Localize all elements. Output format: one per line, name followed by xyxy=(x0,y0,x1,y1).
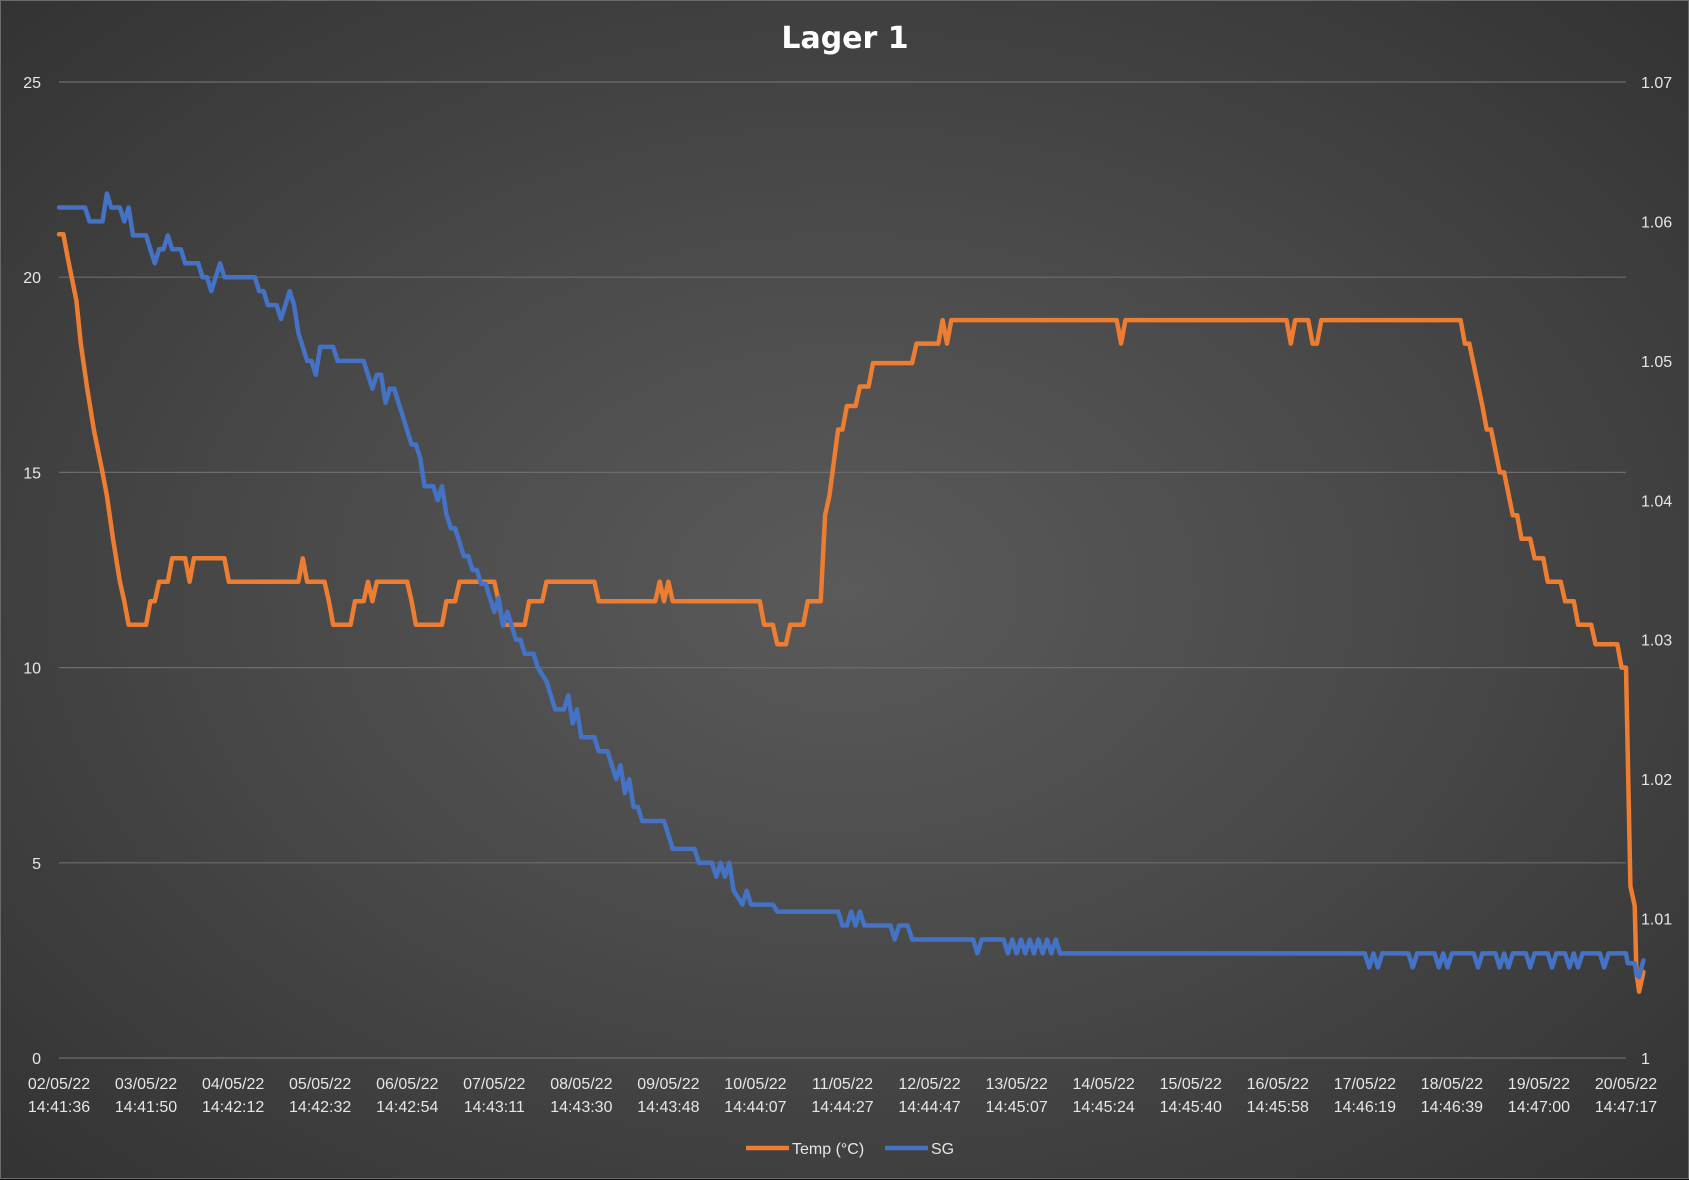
x-tick-label-time: 14:46:19 xyxy=(1334,1099,1396,1116)
x-tick-label-time: 14:42:12 xyxy=(202,1099,264,1116)
y-right-tick-label: 1.06 xyxy=(1641,214,1672,231)
legend-label-sg: SG xyxy=(931,1141,954,1158)
right-axis-ticks: 1 1.01 1.02 1.03 1.04 1.05 1.06 1.07 xyxy=(1641,75,1672,1068)
y-right-tick-label: 1.03 xyxy=(1641,633,1672,650)
x-tick-label-date: 05/05/22 xyxy=(289,1076,351,1093)
x-tick-label-time: 14:47:00 xyxy=(1508,1099,1570,1116)
x-tick-label-date: 07/05/22 xyxy=(463,1076,525,1093)
x-tick-label-time: 14:43:48 xyxy=(637,1099,699,1116)
y-left-tick-label: 20 xyxy=(23,270,41,287)
y-left-tick-label: 0 xyxy=(32,1051,41,1068)
x-tick-label-date: 12/05/22 xyxy=(898,1076,960,1093)
x-tick-label-time: 14:46:39 xyxy=(1421,1099,1483,1116)
y-right-tick-label: 1.04 xyxy=(1641,493,1672,510)
gridlines xyxy=(59,81,1626,1059)
x-tick-label-time: 14:44:47 xyxy=(898,1099,960,1116)
x-tick-label-date: 08/05/22 xyxy=(550,1076,612,1093)
left-axis-ticks: 0 5 10 15 20 25 xyxy=(23,75,41,1068)
y-right-tick-label: 1.07 xyxy=(1641,75,1672,92)
x-tick-label-time: 14:44:27 xyxy=(811,1099,873,1116)
x-tick-label-date: 03/05/22 xyxy=(115,1076,177,1093)
x-tick-label-time: 14:47:17 xyxy=(1595,1099,1657,1116)
legend-label-temp: Temp (°C) xyxy=(792,1141,864,1158)
x-tick-label-date: 06/05/22 xyxy=(376,1076,438,1093)
x-tick-label-date: 02/05/22 xyxy=(28,1076,90,1093)
x-tick-label-time: 14:41:50 xyxy=(115,1099,177,1116)
x-tick-label-date: 04/05/22 xyxy=(202,1076,264,1093)
y-left-tick-label: 5 xyxy=(32,856,41,873)
legend: Temp (°C) SG xyxy=(746,1141,954,1158)
series-line-sg xyxy=(56,191,1646,980)
x-tick-label-date: 15/05/22 xyxy=(1160,1076,1222,1093)
x-tick-label-time: 14:42:54 xyxy=(376,1099,438,1116)
x-tick-label-time: 14:45:58 xyxy=(1247,1099,1309,1116)
x-tick-label-date: 19/05/22 xyxy=(1508,1076,1570,1093)
x-tick-label-date: 09/05/22 xyxy=(637,1076,699,1093)
y-right-tick-label: 1.05 xyxy=(1641,354,1672,371)
y-right-tick-label: 1 xyxy=(1641,1051,1650,1068)
series-line-temp xyxy=(56,232,1646,994)
y-left-tick-label: 15 xyxy=(23,465,41,482)
x-tick-label-date: 17/05/22 xyxy=(1334,1076,1396,1093)
x-tick-label-date: 13/05/22 xyxy=(985,1076,1047,1093)
x-tick-label-time: 14:42:32 xyxy=(289,1099,351,1116)
y-left-tick-label: 10 xyxy=(23,661,41,678)
x-tick-label-time: 14:45:40 xyxy=(1160,1099,1222,1116)
x-tick-label-time: 14:45:07 xyxy=(985,1099,1047,1116)
x-tick-label-date: 14/05/22 xyxy=(1073,1076,1135,1093)
x-tick-label-time: 14:45:24 xyxy=(1073,1099,1135,1116)
x-tick-label-date: 10/05/22 xyxy=(724,1076,786,1093)
series-layer xyxy=(56,191,1646,994)
x-tick-label-time: 14:43:11 xyxy=(464,1099,525,1116)
x-tick-label-date: 20/05/22 xyxy=(1595,1076,1657,1093)
y-left-tick-label: 25 xyxy=(23,75,41,92)
y-right-tick-label: 1.01 xyxy=(1641,912,1672,929)
x-tick-label-date: 18/05/22 xyxy=(1421,1076,1483,1093)
x-tick-label-date: 16/05/22 xyxy=(1247,1076,1309,1093)
x-tick-label-time: 14:43:30 xyxy=(550,1099,612,1116)
x-tick-label-date: 11/05/22 xyxy=(812,1076,873,1093)
x-tick-label-time: 14:44:07 xyxy=(724,1099,786,1116)
chart-title: Lager 1 xyxy=(781,21,908,56)
x-axis-ticks: 02/05/22 14:41:36 03/05/22 14:41:50 04/05/22… xyxy=(28,1076,1657,1116)
y-right-tick-label: 1.02 xyxy=(1641,772,1672,789)
x-tick-label-time: 14:41:36 xyxy=(28,1099,90,1116)
